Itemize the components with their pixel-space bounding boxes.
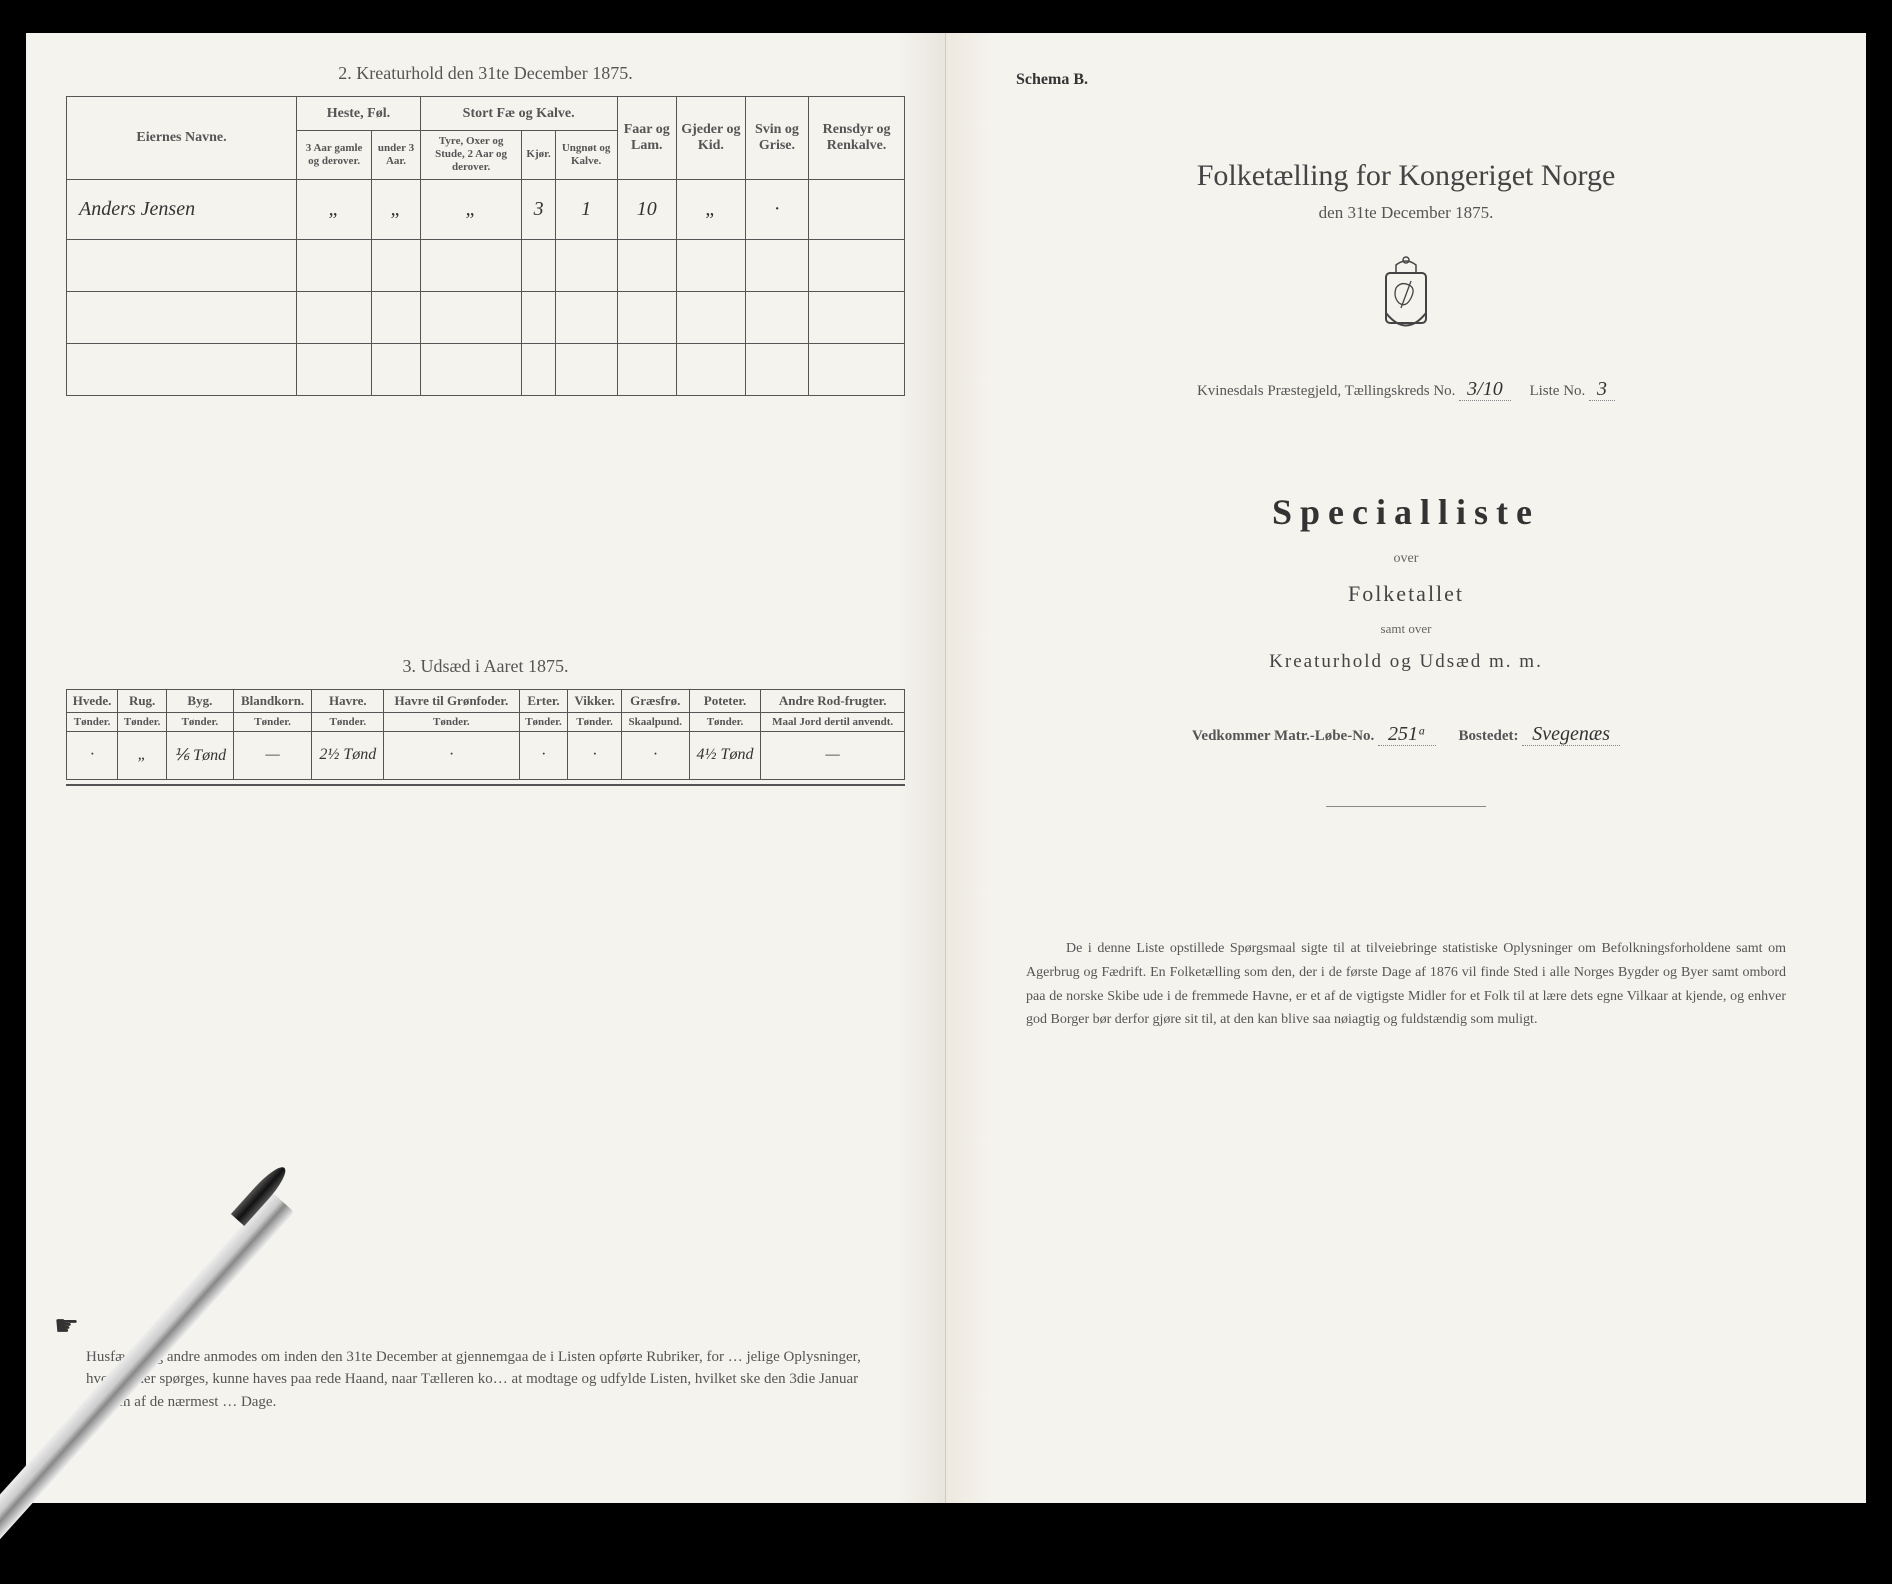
u6: Tønder. xyxy=(384,712,519,731)
census-title: Folketælling for Kongeriget Norge xyxy=(986,159,1826,193)
parish-line: Kvinesdals Præstegjeld, Tællingskreds No… xyxy=(986,378,1826,401)
left-footnote: Husfædre og andre anmodes om inden den 3… xyxy=(86,1346,885,1414)
u5: Tønder. xyxy=(312,712,384,731)
specialliste-heading: Specialliste xyxy=(986,491,1826,533)
col-pigs: Svin og Grise. xyxy=(745,97,808,180)
table-row xyxy=(67,343,905,395)
u7: Tønder. xyxy=(519,712,568,731)
cell-faar: 10 xyxy=(617,179,676,239)
vedk-label-2: Bostedet: xyxy=(1459,728,1519,744)
cell-gjed: „ xyxy=(676,179,745,239)
v3: ⅙ Tønd xyxy=(167,731,234,779)
section2-title: 2. Kreaturhold den 31te December 1875. xyxy=(66,63,905,84)
parish-label-2: Liste No. xyxy=(1529,383,1585,399)
v11: — xyxy=(761,731,905,779)
col-sheep: Faar og Lam. xyxy=(617,97,676,180)
section3-title: 3. Udsæd i Aaret 1875. xyxy=(66,656,905,677)
v7: · xyxy=(519,731,568,779)
parish-value-2: 3 xyxy=(1589,378,1615,401)
v2: „ xyxy=(118,731,167,779)
v4: — xyxy=(233,731,312,779)
col-group-horses: Heste, Føl. xyxy=(297,97,421,131)
col-goats: Gjeder og Kid. xyxy=(676,97,745,180)
u2: Tønder. xyxy=(118,712,167,731)
coat-of-arms-icon xyxy=(986,253,1826,348)
table-row xyxy=(67,291,905,343)
cell-svin: · xyxy=(745,179,808,239)
v5: 2½ Tønd xyxy=(312,731,384,779)
kreaturhold-label: Kreaturhold og Udsæd m. m. xyxy=(986,651,1826,673)
col-owner-name: Eiernes Navne. xyxy=(67,97,297,180)
right-footnote: De i denne Liste opstillede Spørgsmaal s… xyxy=(986,937,1826,1032)
c1: Hvede. xyxy=(67,689,118,712)
cell-h2: „ xyxy=(372,179,421,239)
v1: · xyxy=(67,731,118,779)
u10: Tønder. xyxy=(689,712,761,731)
seed-table: Hvede. Rug. Byg. Blandkorn. Havre. Havre… xyxy=(66,689,905,780)
sub-horses-1: 3 Aar gamle og derover. xyxy=(297,131,372,180)
sub-cattle-1: Tyre, Oxer og Stude, 2 Aar og derover. xyxy=(420,131,522,180)
v10: 4½ Tønd xyxy=(689,731,761,779)
c10: Poteter. xyxy=(689,689,761,712)
parish-value-1: 3/10 xyxy=(1459,378,1511,401)
c2: Rug. xyxy=(118,689,167,712)
right-page: Schema B. Folketælling for Kongeriget No… xyxy=(946,33,1866,1503)
sub-horses-2: under 3 Aar. xyxy=(372,131,421,180)
c6: Havre til Grønfoder. xyxy=(384,689,519,712)
v6: · xyxy=(384,731,519,779)
u3: Tønder. xyxy=(167,712,234,731)
c7: Erter. xyxy=(519,689,568,712)
c8: Vikker. xyxy=(568,689,621,712)
c4: Blandkorn. xyxy=(233,689,312,712)
c3: Byg. xyxy=(167,689,234,712)
schema-label: Schema B. xyxy=(1016,71,1826,89)
col-group-cattle: Stort Fæ og Kalve. xyxy=(420,97,617,131)
cell-owner-name: Anders Jensen xyxy=(67,179,297,239)
u4: Tønder. xyxy=(233,712,312,731)
cell-rens xyxy=(809,179,905,239)
vedk-value-1: 251ᵃ xyxy=(1378,723,1436,746)
u11: Maal Jord dertil anvendt. xyxy=(761,712,905,731)
pointing-hand-icon: ☛ xyxy=(54,1309,79,1343)
col-reindeer: Rensdyr og Renkalve. xyxy=(809,97,905,180)
u1: Tønder. xyxy=(67,712,118,731)
vedk-value-2: Svegenæs xyxy=(1522,723,1620,746)
cell-s2: 3 xyxy=(522,179,555,239)
cell-s3: 1 xyxy=(555,179,617,239)
c9: Græsfrø. xyxy=(621,689,689,712)
divider xyxy=(1326,806,1486,807)
parish-label-1: Kvinesdals Præstegjeld, Tællingskreds No… xyxy=(1197,383,1455,399)
cell-s1: „ xyxy=(420,179,522,239)
table-row xyxy=(67,239,905,291)
table-row: Anders Jensen „ „ „ 3 1 10 „ · xyxy=(67,179,905,239)
v9: · xyxy=(621,731,689,779)
sub-cattle-3: Ungnøt og Kalve. xyxy=(555,131,617,180)
folketallet-label: Folketallet xyxy=(986,581,1826,607)
vedkommer-line: Vedkommer Matr.-Løbe-No. 251ᵃ Bostedet: … xyxy=(986,723,1826,746)
v8: · xyxy=(568,731,621,779)
left-page: 2. Kreaturhold den 31te December 1875. E… xyxy=(26,33,946,1503)
sub-cattle-2: Kjør. xyxy=(522,131,555,180)
c5: Havre. xyxy=(312,689,384,712)
table-row: · „ ⅙ Tønd — 2½ Tønd · · · · 4½ Tønd — xyxy=(67,731,905,779)
cell-h1: „ xyxy=(297,179,372,239)
samt-label: samt over xyxy=(986,621,1826,637)
vedk-label-1: Vedkommer Matr.-Løbe-No. xyxy=(1192,728,1374,744)
livestock-table: Eiernes Navne. Heste, Føl. Stort Fæ og K… xyxy=(66,96,905,396)
page-spread: 2. Kreaturhold den 31te December 1875. E… xyxy=(26,33,1866,1503)
u9: Skaalpund. xyxy=(621,712,689,731)
census-subtitle: den 31te December 1875. xyxy=(986,203,1826,223)
u8: Tønder. xyxy=(568,712,621,731)
c11: Andre Rod-frugter. xyxy=(761,689,905,712)
over-label: over xyxy=(986,551,1826,567)
